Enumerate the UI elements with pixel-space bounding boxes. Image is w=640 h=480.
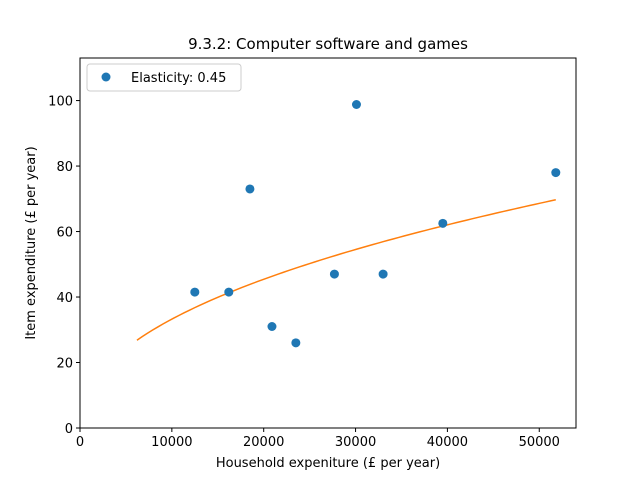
x-tick-label: 20000 [243,435,284,450]
fit-curve [136,199,556,341]
y-tick-label: 20 [56,357,73,372]
y-tick-label: 60 [56,226,73,241]
data-point [378,269,388,279]
data-point [438,218,448,228]
x-tick-label: 50000 [519,435,560,450]
x-tick-label: 0 [76,435,84,450]
y-tick-label: 100 [48,95,73,110]
x-axis-label: Household expeniture (£ per year) [216,456,440,471]
fit-layer [136,199,556,341]
x-tick-label: 30000 [335,435,376,450]
y-tick-label: 0 [65,422,73,437]
data-point [267,321,277,331]
data-point [351,99,361,109]
x-axis-ticks: 0 10000 20000 30000 40000 50000 [76,428,560,450]
legend: Elasticity: 0.45 [86,63,242,92]
y-tick-label: 40 [56,291,73,306]
plot-frame [79,57,577,429]
x-tick-label: 10000 [151,435,192,450]
data-point [551,168,561,178]
y-axis-label: Item expenditure (£ per year) [24,146,39,339]
plot-area [80,58,576,428]
data-point [190,287,200,297]
point-layer [190,99,561,348]
legend-marker [101,72,111,82]
data-point [329,269,339,279]
data-point [291,338,301,348]
legend-box [86,63,242,92]
chart-title: 9.3.2: Computer software and games [188,35,468,53]
y-axis-ticks: 0 20 40 60 80 100 [48,95,80,437]
y-tick-label: 80 [56,160,73,175]
data-point [245,184,255,194]
data-point [224,287,234,297]
x-tick-label: 40000 [427,435,468,450]
legend-label: Elasticity: 0.45 [131,71,226,86]
